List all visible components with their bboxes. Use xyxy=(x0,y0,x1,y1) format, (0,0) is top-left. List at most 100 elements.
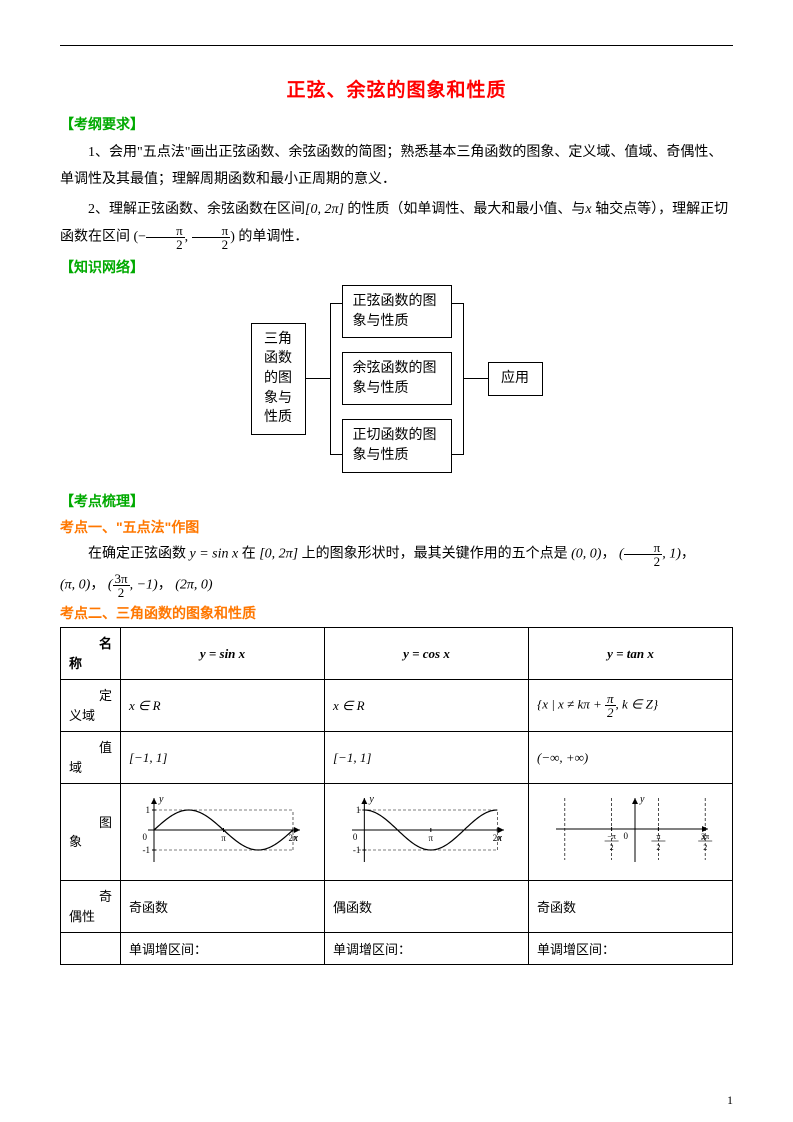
pt-b2: , 1) xyxy=(662,546,681,561)
page-title: 正弦、余弦的图象和性质 xyxy=(60,75,733,102)
td-range-sin: [−1, 1] xyxy=(121,732,325,784)
p2c: 的性质（如单调性、最大和最小值、与 xyxy=(347,202,585,217)
td-graph-label: 图象 xyxy=(61,784,121,881)
connector-2 xyxy=(464,378,488,379)
svg-text:-1: -1 xyxy=(352,845,360,855)
kp1a: 在确定正弦函数 xyxy=(88,546,186,561)
svg-text:3π: 3π xyxy=(701,832,709,841)
td-mono-sin: 单调增区间： xyxy=(121,933,325,965)
svg-text:π: π xyxy=(656,832,660,841)
frac-pi2-b: π2 xyxy=(192,224,231,251)
td-mono-cos: 单调增区间： xyxy=(325,933,529,965)
section-heading-3: 【考点梳理】 xyxy=(60,491,733,511)
svg-text:π: π xyxy=(428,833,433,843)
kp1c: 在 xyxy=(242,546,256,561)
td-graph-sin: xy0π2π1-1 xyxy=(121,784,325,881)
frac-pi2-d: π2 xyxy=(605,692,616,719)
p2b: [0, 2π] xyxy=(305,202,344,217)
pt-c: (π, 0) xyxy=(60,578,90,593)
kp1-para: 在确定正弦函数 y = sin x 在 [0, 2π] 上的图象形状时，最其关键… xyxy=(60,541,733,568)
net-middle-col: 正弦函数的图象与性质 余弦函数的图象与性质 正切函数的图象与性质 xyxy=(342,285,452,473)
svg-text:y: y xyxy=(158,794,164,805)
top-rule xyxy=(60,45,733,46)
td-graph-cos: xy0π2π1-1 xyxy=(325,784,529,881)
frac-3pi2: 3π2 xyxy=(113,572,130,599)
pt-d2: , −1) xyxy=(130,578,158,593)
connector xyxy=(306,378,330,379)
th-name: 名称 xyxy=(61,628,121,680)
sin-graph: xy0π2π1-1 xyxy=(138,790,308,870)
table-row: 单调增区间： 单调增区间： 单调增区间： xyxy=(61,933,733,965)
svg-text:0: 0 xyxy=(142,832,147,842)
td-mono-tan: 单调增区间： xyxy=(529,933,733,965)
interval-open: (− xyxy=(134,230,147,245)
td-graph-tan: xy0−π2π23π2 xyxy=(529,784,733,881)
section-heading-2: 【知识网络】 xyxy=(60,257,733,277)
td-range-cos: [−1, 1] xyxy=(325,732,529,784)
table-row: 名称 y = sin x y = cos x y = tan x xyxy=(61,628,733,680)
td-domain-tan: {x | x ≠ kπ + π2, k ∈ Z} xyxy=(529,680,733,732)
svg-text:−π: −π xyxy=(607,832,616,841)
table-row: 值域 [−1, 1] [−1, 1] (−∞, +∞) xyxy=(61,732,733,784)
bracket-right xyxy=(452,303,464,455)
kp1-title: 考点一、"五点法"作图 xyxy=(60,517,733,537)
trig-properties-table: 名称 y = sin x y = cos x y = tan x 定义域 x ∈… xyxy=(60,627,733,965)
svg-text:2: 2 xyxy=(656,843,660,852)
section-heading-1: 【考纲要求】 xyxy=(60,114,733,134)
td-parity-tan: 奇函数 xyxy=(529,881,733,933)
svg-text:0: 0 xyxy=(352,832,357,842)
td-domain-cos: x ∈ R xyxy=(325,680,529,732)
table-row: 图象 xy0π2π1-1 xy0π2π1-1 xy0−π2π23π2 xyxy=(61,784,733,881)
svg-text:2π: 2π xyxy=(492,833,502,843)
net-right-box: 应用 xyxy=(488,362,543,396)
kp1b: y = sin x xyxy=(190,546,239,561)
sep2: ， xyxy=(681,546,695,561)
net-mid-3: 正切函数的图象与性质 xyxy=(342,419,452,472)
pt-e: (2π, 0) xyxy=(175,578,212,593)
sep4: ， xyxy=(158,578,172,593)
svg-text:1: 1 xyxy=(145,805,150,815)
tan-graph: xy0−π2π23π2 xyxy=(546,790,716,870)
interval-close: ) xyxy=(230,230,235,245)
cos-graph: xy0π2π1-1 xyxy=(342,790,512,870)
kp2-title: 考点二、三角函数的图象和性质 xyxy=(60,603,733,623)
sep3: ， xyxy=(90,578,104,593)
th-tan: y = tan x xyxy=(529,628,733,680)
pt-a: (0, 0) xyxy=(571,546,601,561)
bracket-left xyxy=(330,303,342,455)
th-sin: y = sin x xyxy=(121,628,325,680)
svg-text:y: y xyxy=(639,794,645,805)
para-2: 2、理解正弦函数、余弦函数在区间[0, 2π] 的性质（如单调性、最大和最小值、… xyxy=(60,197,733,251)
p2d: x xyxy=(585,202,591,217)
svg-text:π: π xyxy=(221,833,226,843)
sep1: ， xyxy=(601,546,615,561)
td-range-tan: (−∞, +∞) xyxy=(529,732,733,784)
net-left-box: 三角函数的图象与性质 xyxy=(251,323,306,435)
frac-pi2-c: π2 xyxy=(624,541,663,568)
table-row: 定义域 x ∈ R x ∈ R {x | x ≠ kπ + π2, k ∈ Z} xyxy=(61,680,733,732)
p2f: 的单调性． xyxy=(238,230,308,245)
svg-text:2π: 2π xyxy=(288,833,298,843)
svg-text:1: 1 xyxy=(355,805,360,815)
svg-text:2: 2 xyxy=(609,843,613,852)
td-mono-label xyxy=(61,933,121,965)
page-number: 1 xyxy=(727,1093,733,1108)
td-parity-cos: 偶函数 xyxy=(325,881,529,933)
svg-text:y: y xyxy=(368,794,374,805)
knowledge-network-diagram: 三角函数的图象与性质 正弦函数的图象与性质 余弦函数的图象与性质 正切函数的图象… xyxy=(60,285,733,473)
td-parity-sin: 奇函数 xyxy=(121,881,325,933)
td-range-label: 值域 xyxy=(61,732,121,784)
frac-pi2-a: π2 xyxy=(146,224,185,251)
p2a: 2、理解正弦函数、余弦函数在区间 xyxy=(88,202,305,217)
kp1-para-2: (π, 0)， (3π2, −1)， (2π, 0) xyxy=(60,572,733,599)
net-mid-2: 余弦函数的图象与性质 xyxy=(342,352,452,405)
td-domain-label: 定义域 xyxy=(61,680,121,732)
interval-mid: , xyxy=(185,230,192,245)
td-domain-sin: x ∈ R xyxy=(121,680,325,732)
svg-text:0: 0 xyxy=(623,831,628,841)
td-parity-label: 奇偶性 xyxy=(61,881,121,933)
svg-text:-1: -1 xyxy=(142,845,150,855)
table-row: 奇偶性 奇函数 偶函数 奇函数 xyxy=(61,881,733,933)
th-cos: y = cos x xyxy=(325,628,529,680)
para-1: 1、会用"五点法"画出正弦函数、余弦函数的简图；熟悉基本三角函数的图象、定义域、… xyxy=(60,140,733,193)
